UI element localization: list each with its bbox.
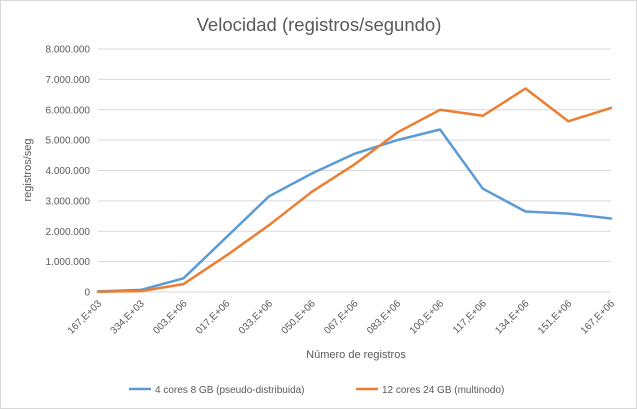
data-point-series-1 [610,217,612,220]
data-point-series-1 [310,172,313,175]
x-tick-label: 017,E+06 [194,298,233,337]
data-point-series-2 [310,190,313,193]
data-point-series-1 [225,236,228,239]
data-point-series-2 [481,115,484,117]
data-point-series-1 [567,212,570,215]
data-point-series-2 [567,120,570,123]
y-tick-label: 5.000.000 [46,136,91,147]
data-point-series-2 [396,131,399,134]
data-point-series-2 [139,290,142,292]
data-point-series-1 [524,210,527,213]
x-tick-label: 167,E+06 [579,298,618,337]
chart-title: Velocidad (registros/segundo) [197,14,442,35]
y-tick-label: 1.000.000 [46,257,91,268]
x-tick-label: 151,E+06 [536,298,575,337]
data-point-series-2 [182,283,185,285]
series-lines [96,87,613,293]
x-tick-label: 003,E+06 [151,298,190,337]
y-tick-label: 7.000.000 [46,75,91,86]
x-axis-ticks: 167,E+03 334,E+03 003,E+06 017,E+06 033,E+06… [66,298,618,337]
legend-label-series-2: 12 cores 24 GB (multinodo) [382,385,504,396]
x-axis-title: Número de registros [306,349,406,361]
data-point-series-2 [610,107,612,109]
y-tick-label: 2.000.000 [46,227,91,238]
data-point-series-1 [481,187,484,190]
data-point-series-2 [97,290,99,293]
y-tick-label: 4.000.000 [46,166,91,177]
data-point-series-1 [268,195,270,198]
y-tick-label: 0 [84,288,90,299]
data-point-series-2 [353,163,356,166]
x-tick-label: 334,E+03 [109,298,148,337]
x-tick-label: 050,E+06 [280,298,319,337]
y-tick-label: 3.000.000 [46,196,91,207]
x-tick-label: 083,E+06 [365,298,404,337]
y-axis-title: registros/seg [22,139,34,202]
gridlines [98,48,611,293]
data-point-series-1 [353,152,356,155]
data-point-series-2 [225,254,228,257]
data-point-series-1 [396,139,399,141]
legend: 4 cores 8 GB (pseudo-distribuida) 12 cor… [129,385,504,396]
data-point-series-2 [524,87,527,90]
legend-label-series-1: 4 cores 8 GB (pseudo-distribuida) [155,385,305,396]
data-point-series-1 [439,128,441,131]
x-tick-label: 033,E+06 [237,298,276,337]
data-point-series-1 [182,277,185,280]
y-tick-label: 6.000.000 [46,105,91,116]
y-axis-ticks: 0 1.000.000 2.000.000 3.000.000 4.000.000 5.0… [46,45,91,299]
x-tick-label: 167,E+03 [66,298,105,337]
y-tick-label: 8.000.000 [46,45,91,56]
x-tick-label: 067,E+06 [322,298,361,337]
data-point-series-2 [268,224,270,226]
x-tick-label: 100,E+06 [408,298,447,337]
x-tick-label: 117,E+06 [451,298,489,336]
x-tick-label: 134,E+06 [493,298,532,337]
data-point-series-2 [439,108,441,111]
